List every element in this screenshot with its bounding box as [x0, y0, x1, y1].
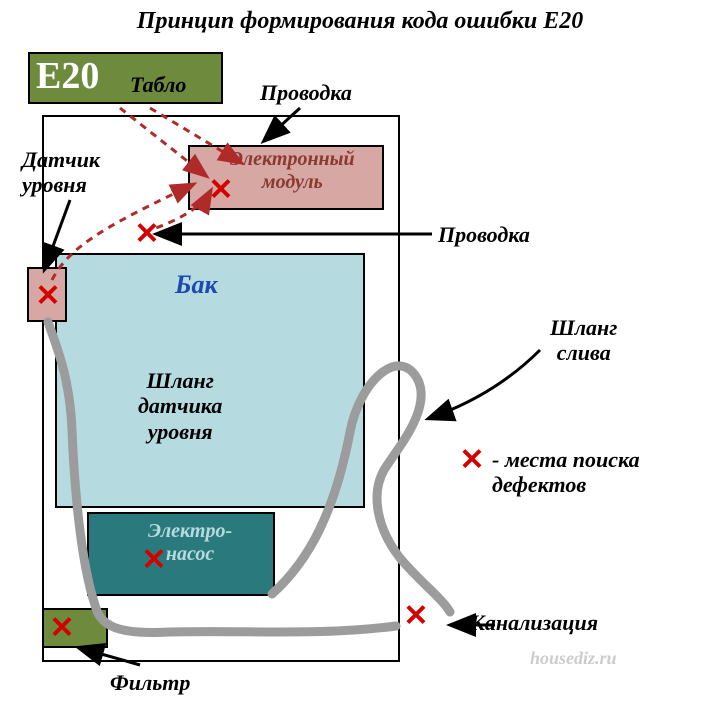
label-drain_hose: Шланг слива	[550, 315, 617, 366]
defect-mark-3: ✕	[141, 543, 166, 578]
block-label-electronic_module: Электронный модуль	[230, 148, 355, 194]
label-watermark: housediz.ru	[530, 648, 617, 669]
label-filter_label: Фильтр	[110, 670, 190, 695]
pointer-arrow-4	[430, 350, 540, 418]
label-defect_legend: - места поиска дефектов	[492, 447, 640, 498]
defect-mark-0: ✕	[208, 173, 233, 208]
defect-mark-1: ✕	[134, 217, 159, 252]
label-sewer: Канализация	[470, 610, 598, 635]
label-level_hose: Шланг датчика уровня	[138, 368, 222, 444]
defect-mark-5: ✕	[403, 599, 428, 634]
defect-mark-6: ✕	[459, 443, 484, 478]
defect-mark-2: ✕	[35, 279, 60, 314]
diagram-title: Принцип формирования кода ошибки Е20	[60, 8, 660, 35]
label-wiring_mid: Проводка	[438, 222, 530, 247]
label-wiring_top: Проводка	[260, 80, 352, 105]
display-caption: Табло	[130, 72, 186, 97]
label-level_sensor: Датчик уровня	[22, 147, 100, 198]
block-label-tank: Бак	[175, 270, 218, 300]
display-code: E20	[36, 55, 99, 99]
defect-mark-4: ✕	[49, 611, 74, 646]
